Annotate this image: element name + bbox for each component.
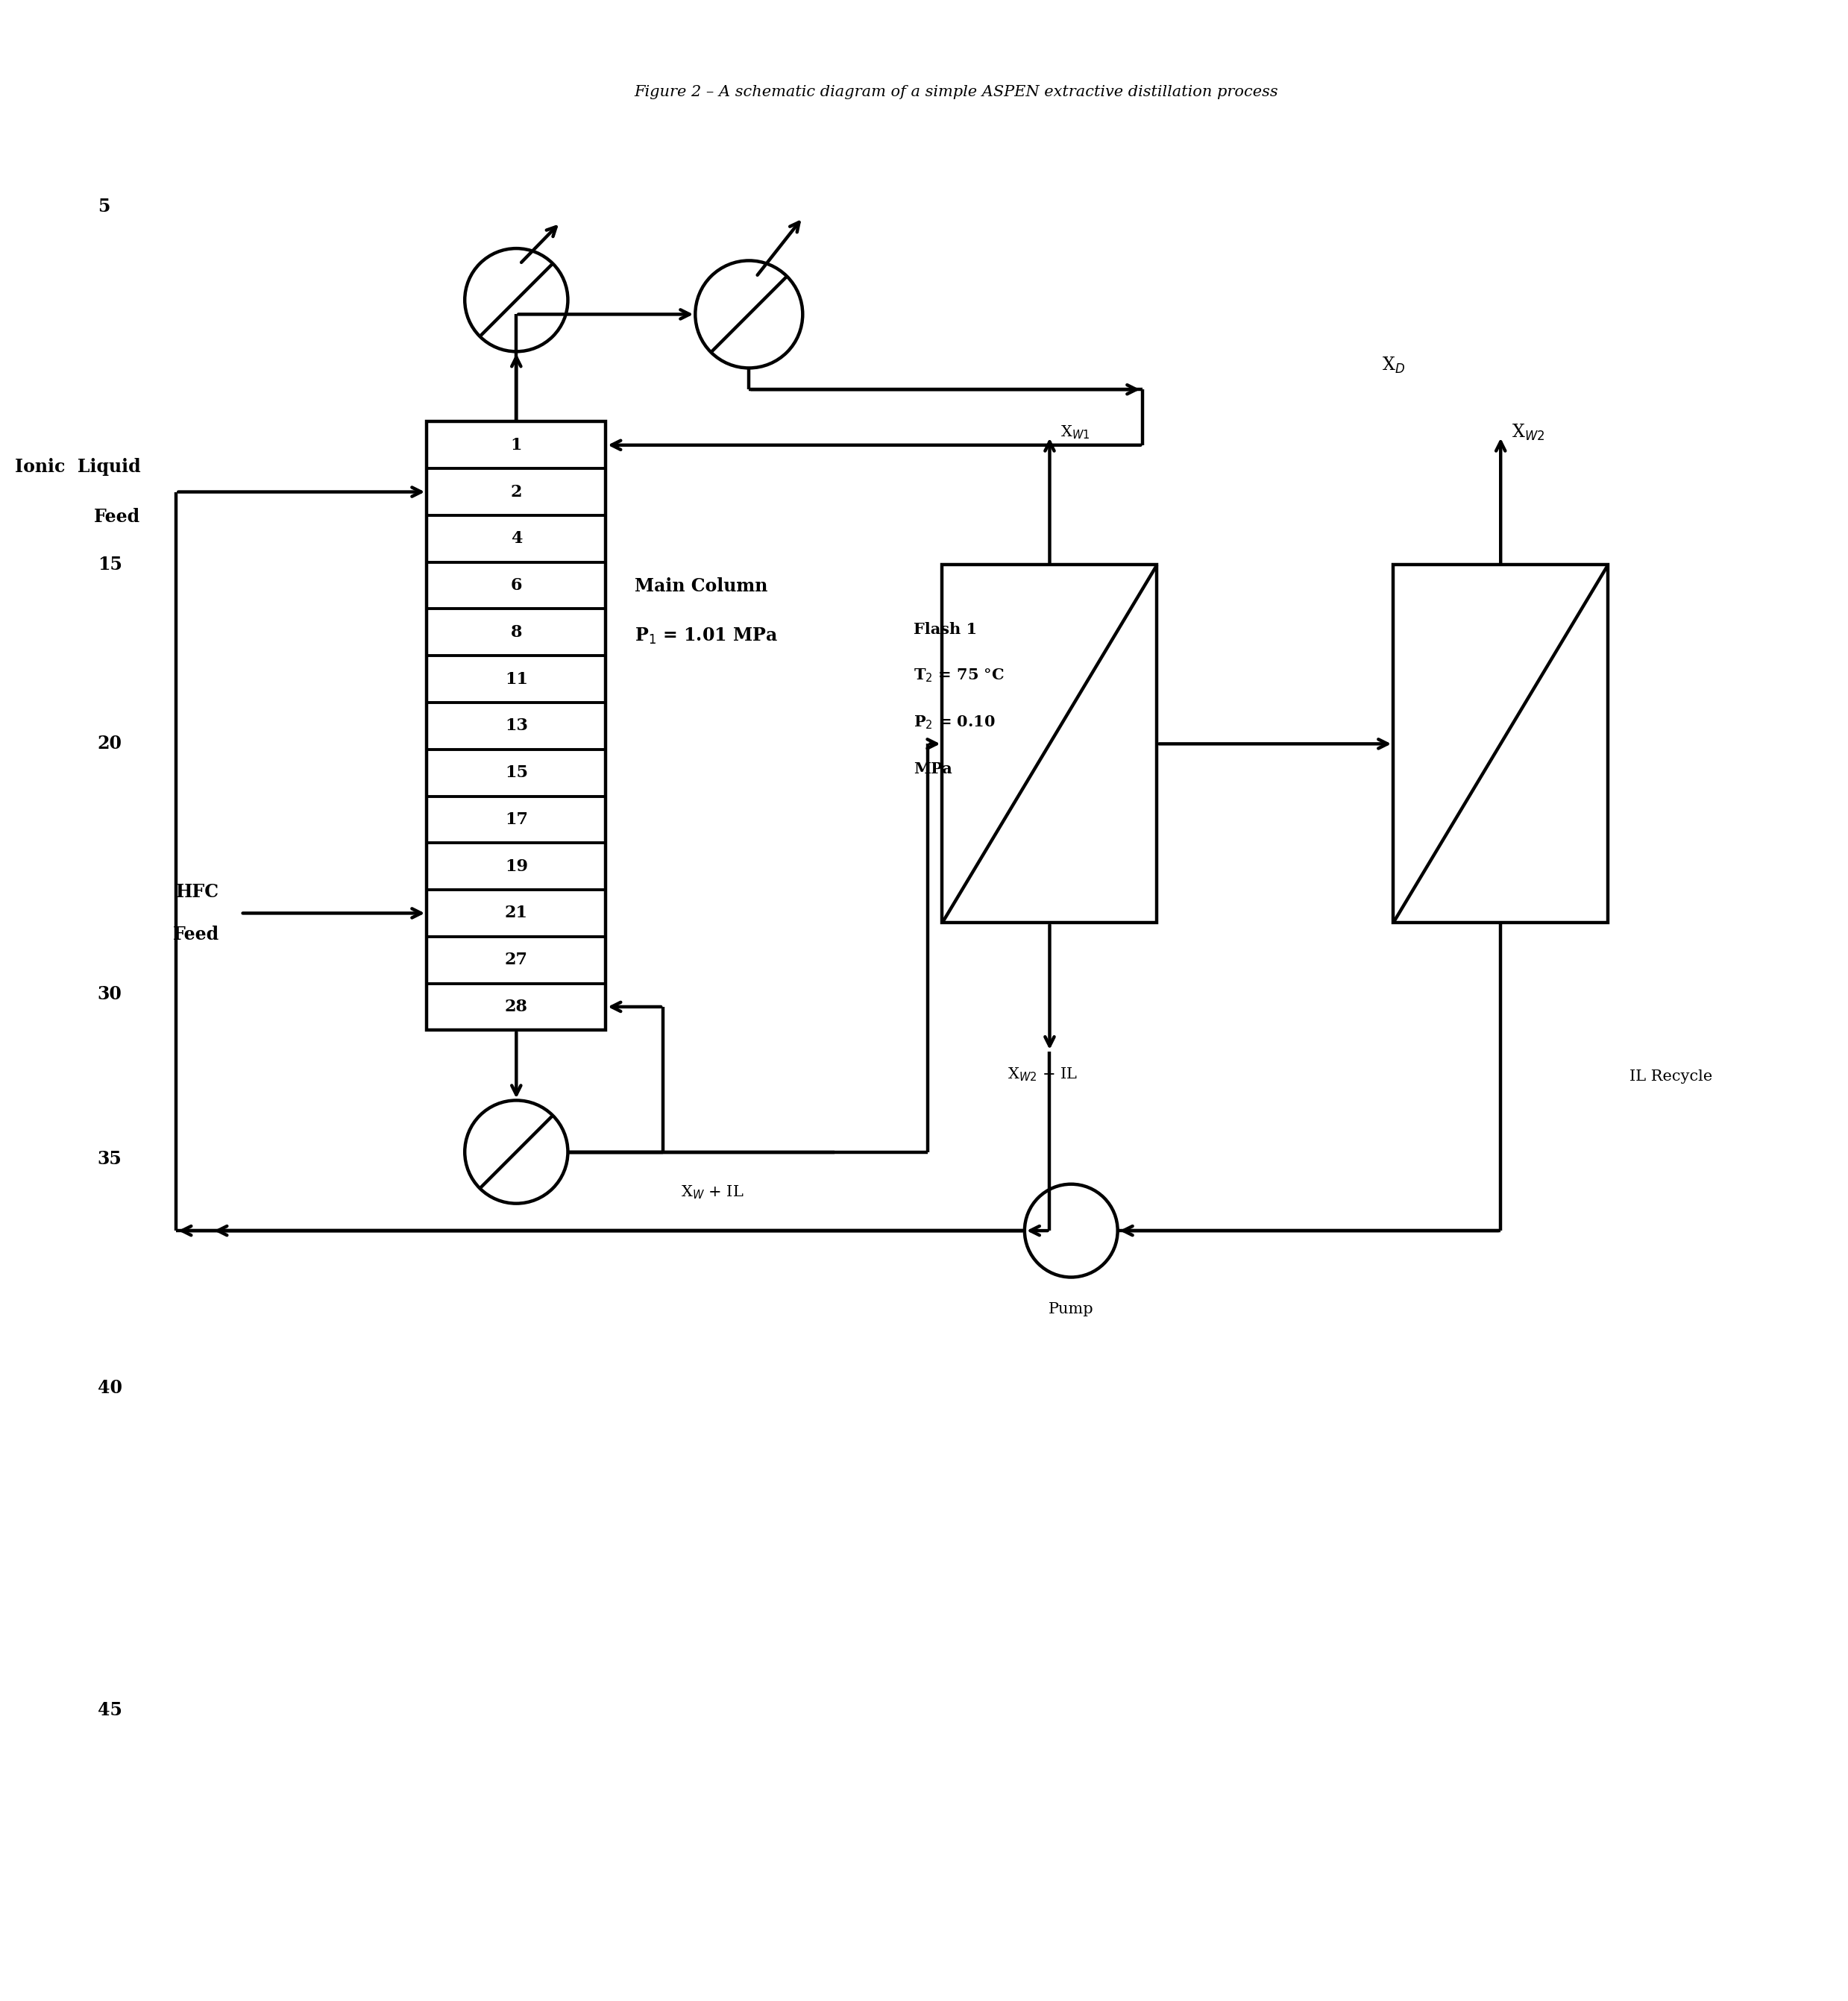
Text: Ionic  Liquid: Ionic Liquid [15,458,140,476]
Text: MPa: MPa [913,762,952,776]
Text: X$_D$: X$_D$ [1382,356,1404,374]
Text: 27: 27 [505,952,529,968]
Text: Flash 1: Flash 1 [913,622,978,636]
Text: Main Column: Main Column [634,578,767,594]
Text: 35: 35 [98,1151,122,1169]
Text: X$_{W2}$ + IL: X$_{W2}$ + IL [1007,1067,1077,1083]
Text: X$_{W2}$: X$_{W2}$ [1512,422,1545,442]
Text: 15: 15 [98,556,122,574]
Bar [942,564,1157,922]
Text: 5: 5 [98,198,109,216]
Text: 2: 2 [510,484,523,500]
Text: P$_2$ = 0.10: P$_2$ = 0.10 [913,714,996,730]
Bar [427,422,606,1031]
Text: 6: 6 [510,578,523,594]
Text: 4: 4 [510,530,521,546]
Text: Pump: Pump [1048,1303,1094,1317]
Text: 20: 20 [98,734,122,752]
Text: T$_2$ = 75 °C: T$_2$ = 75 °C [913,668,1005,684]
Text: 17: 17 [505,810,529,828]
Text: X$_{W1}$: X$_{W1}$ [1061,424,1090,440]
Text: 11: 11 [505,670,529,686]
Text: 45: 45 [98,1701,122,1719]
Text: IL Recycle: IL Recycle [1630,1071,1713,1085]
Text: 21: 21 [505,904,529,920]
Bar [1393,564,1608,922]
Text: 19: 19 [505,858,529,874]
Text: 30: 30 [98,984,122,1003]
Text: X$_W$ + IL: X$_W$ + IL [680,1185,743,1201]
Text: P$_1$ = 1.01 MPa: P$_1$ = 1.01 MPa [634,626,778,646]
Text: 40: 40 [98,1379,122,1397]
Text: 8: 8 [510,624,523,640]
Text: Feed: Feed [174,926,220,944]
Text: 1: 1 [510,436,523,454]
Text: Figure 2 – A schematic diagram of a simple ASPEN extractive distillation process: Figure 2 – A schematic diagram of a simp… [634,86,1277,100]
Text: Feed: Feed [94,508,140,526]
Text: HFC: HFC [176,882,220,900]
Text: 15: 15 [505,764,529,780]
Text: 28: 28 [505,998,529,1015]
Text: 13: 13 [505,718,529,734]
